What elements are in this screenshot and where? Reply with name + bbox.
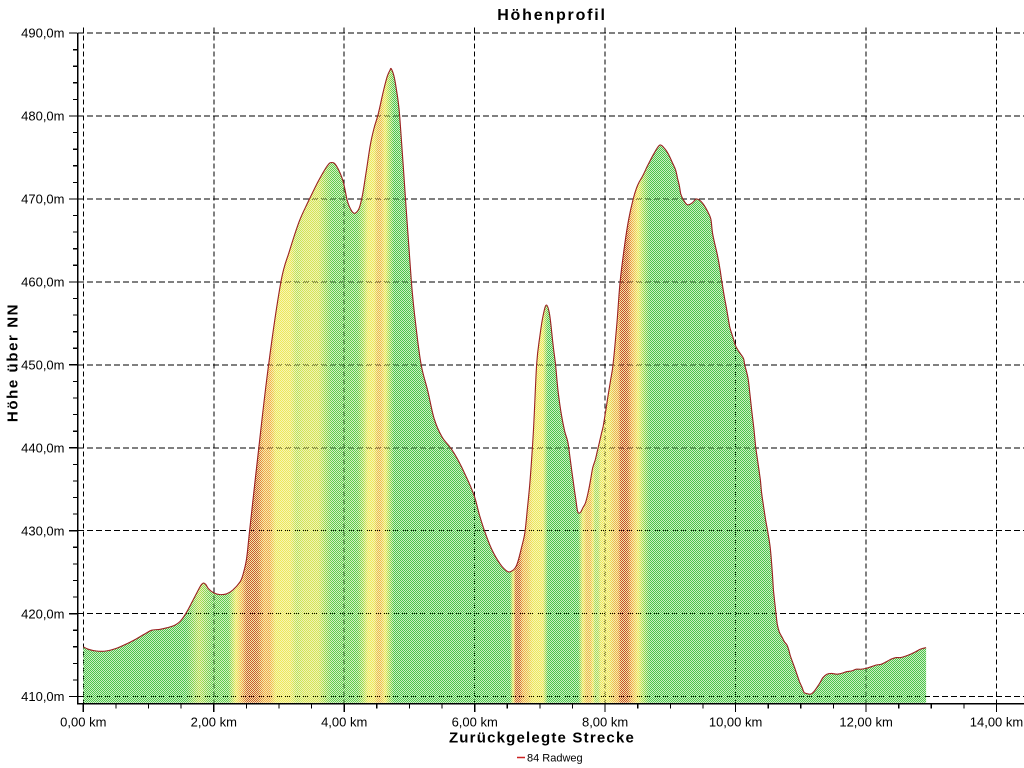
svg-text:10,00 km: 10,00 km [709,715,762,730]
svg-text:0,00 km: 0,00 km [60,715,106,730]
svg-text:Höhenprofil: Höhenprofil [497,7,607,24]
svg-text:6,00 km: 6,00 km [452,715,498,730]
svg-text:84 Radweg: 84 Radweg [527,753,583,765]
svg-text:8,00 km: 8,00 km [582,715,628,730]
svg-text:480,0m: 480,0m [21,109,64,124]
svg-text:4,00 km: 4,00 km [321,715,367,730]
svg-text:2,00 km: 2,00 km [191,715,237,730]
svg-text:420,0m: 420,0m [21,606,64,621]
svg-text:14,00 km: 14,00 km [970,715,1023,730]
svg-text:450,0m: 450,0m [21,357,64,372]
svg-text:Zurückgelegte Strecke: Zurückgelegte Strecke [449,730,635,747]
svg-text:440,0m: 440,0m [21,440,64,455]
svg-text:470,0m: 470,0m [21,192,64,207]
svg-text:Höhe über NN: Höhe über NN [5,303,22,422]
svg-text:430,0m: 430,0m [21,523,64,538]
svg-text:490,0m: 490,0m [21,26,64,41]
svg-text:12,00 km: 12,00 km [839,715,892,730]
svg-text:410,0m: 410,0m [21,689,64,704]
svg-text:460,0m: 460,0m [21,275,64,290]
